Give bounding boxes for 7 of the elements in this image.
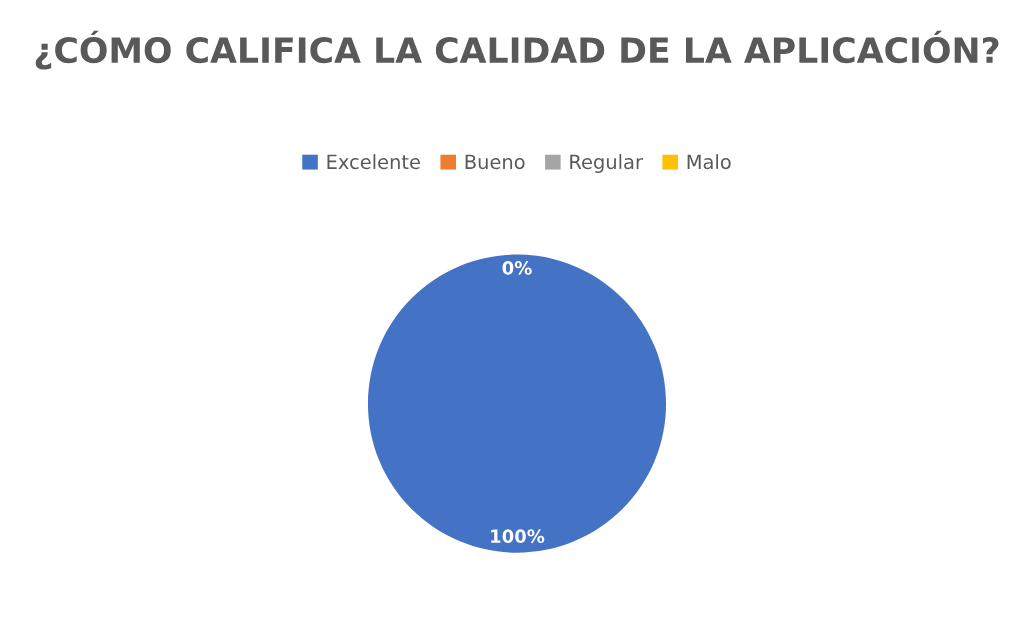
text: 0% — [502, 261, 532, 275]
legend-label: Regular — [570, 154, 643, 173]
chart-title: ¿CÓMO CALIFICA LA CALIDAD DE LA APLICACIÓN? — [35, 30, 999, 70]
legend-label: Excelente — [327, 154, 420, 170]
legend-label: Bueno — [465, 154, 525, 170]
legend-label: Malo — [687, 154, 731, 170]
data-label: 100% — [491, 529, 545, 544]
